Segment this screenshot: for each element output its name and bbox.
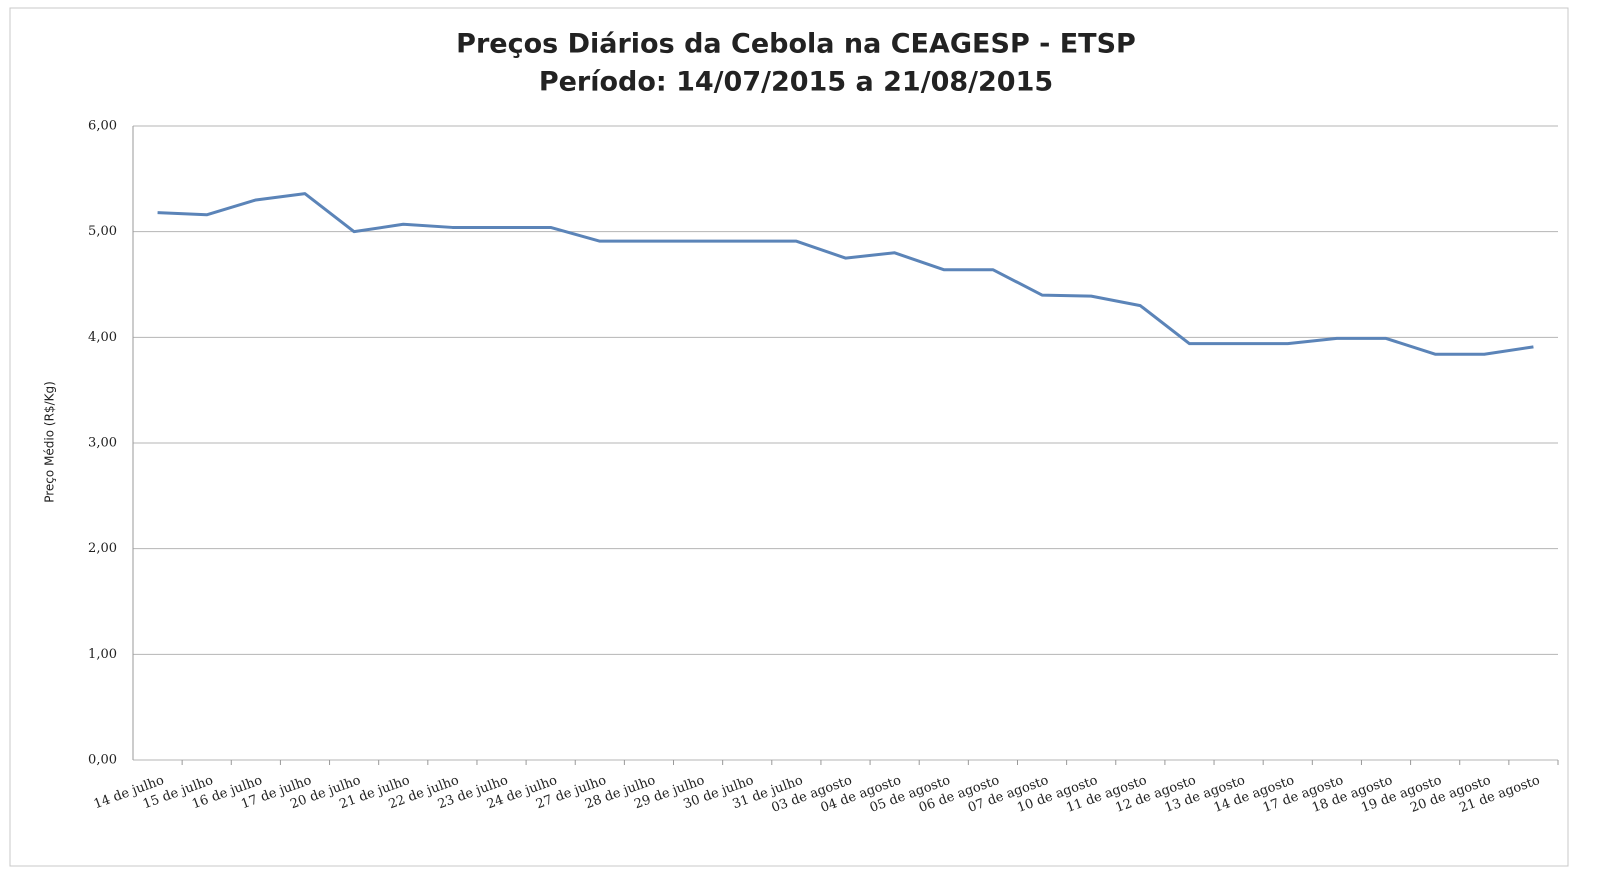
- y-axis-label: Preço Médio (R$/Kg): [43, 381, 57, 503]
- chart-subtitle: Período: 14/07/2015 a 21/08/2015: [539, 67, 1053, 98]
- data-line: [157, 192, 1534, 356]
- y-tick-label: 5,00: [88, 224, 117, 239]
- chart-title: Preços Diários da Cebola na CEAGESP - ET…: [456, 29, 1136, 60]
- y-tick-label: 2,00: [88, 541, 117, 556]
- y-tick-label: 1,00: [88, 647, 117, 662]
- chart-border: [9, 7, 1569, 867]
- y-tick-label: 6,00: [88, 119, 117, 134]
- y-tick-label: 4,00: [88, 330, 117, 345]
- y-tick-label: 3,00: [88, 436, 117, 451]
- y-tick-label: 0,00: [88, 753, 117, 768]
